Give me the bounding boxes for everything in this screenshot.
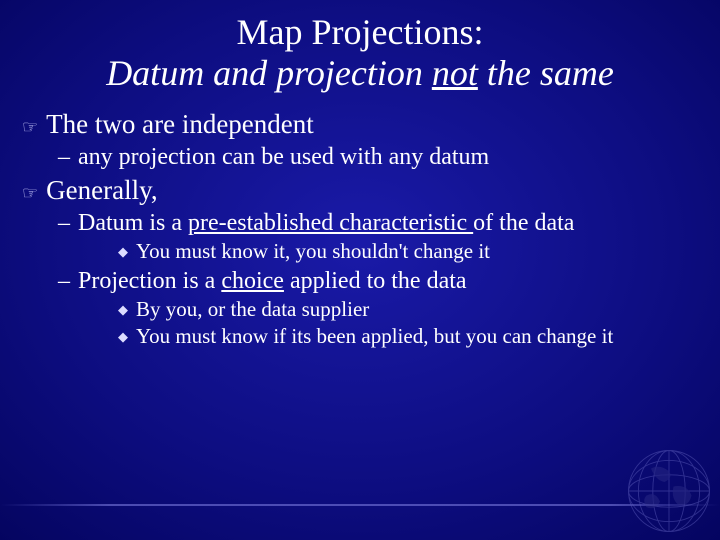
bullet-text: Generally,	[46, 175, 157, 206]
bullet-text: any projection can be used with any datu…	[78, 144, 489, 171]
bullet-lvl2: – any projection can be used with any da…	[58, 144, 700, 171]
dash-icon: –	[58, 144, 70, 171]
bullet-lvl3: ◆ By you, or the data supplier	[118, 297, 700, 322]
bullet-lvl1: ☞ Generally,	[22, 175, 700, 206]
decorative-baseline	[0, 504, 720, 506]
bullet-text: The two are independent	[46, 109, 314, 140]
slide-container: Map Projections: Datum and projection no…	[0, 0, 720, 540]
title-line2-pre: Datum and projection	[106, 53, 432, 93]
title-line2-post: the same	[478, 53, 614, 93]
bullet-lvl3: ◆ You must know if its been applied, but…	[118, 324, 700, 349]
bullet-text: Datum is a pre-established characteristi…	[78, 210, 574, 237]
slide-body: ☞ The two are independent – any projecti…	[20, 109, 700, 349]
pointing-hand-icon: ☞	[22, 183, 38, 204]
bullet-text: You must know it, you shouldn't change i…	[136, 239, 490, 264]
dash-icon: –	[58, 210, 70, 237]
dash-icon: –	[58, 268, 70, 295]
bullet-lvl3: ◆ You must know it, you shouldn't change…	[118, 239, 700, 264]
text-underlined: choice	[221, 268, 284, 294]
slide-title: Map Projections: Datum and projection no…	[20, 12, 700, 95]
bullet-lvl2: – Datum is a pre-established characteris…	[58, 210, 700, 237]
text-underlined: pre-established characteristic	[188, 210, 473, 236]
globe-icon	[624, 446, 714, 536]
bullet-text: Projection is a choice applied to the da…	[78, 268, 467, 295]
text-post: of the data	[473, 210, 574, 236]
bullet-lvl2: – Projection is a choice applied to the …	[58, 268, 700, 295]
bullet-text: By you, or the data supplier	[136, 297, 369, 322]
diamond-icon: ◆	[118, 244, 128, 260]
text-post: applied to the data	[284, 268, 467, 294]
diamond-icon: ◆	[118, 302, 128, 318]
title-line-2: Datum and projection not the same	[106, 53, 614, 93]
bullet-text: You must know if its been applied, but y…	[136, 324, 613, 349]
title-line-1: Map Projections:	[20, 12, 700, 53]
title-line2-underlined: not	[432, 53, 478, 93]
text-pre: Datum is a	[78, 210, 188, 236]
bullet-lvl1: ☞ The two are independent	[22, 109, 700, 140]
pointing-hand-icon: ☞	[22, 117, 38, 138]
text-pre: Projection is a	[78, 268, 221, 294]
diamond-icon: ◆	[118, 329, 128, 345]
